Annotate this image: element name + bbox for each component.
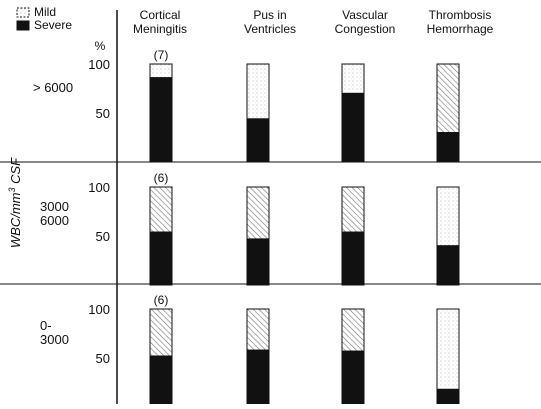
bar-severe-p1-c2 <box>246 118 270 163</box>
legend-swatch-mild <box>16 7 30 18</box>
group-label-2-line1: 3000 <box>40 199 69 214</box>
bar-severe-p1-c4 <box>436 132 460 163</box>
bar-severe-p1-c3 <box>341 92 365 163</box>
bar-mild-p1-c1 <box>149 63 173 79</box>
bar-severe-p3-c2 <box>246 349 270 408</box>
y-tick-50: 50 <box>96 106 110 121</box>
bar-severe-p2-c2 <box>246 238 270 286</box>
bar-mild-p2-c3 <box>341 186 365 233</box>
category-label-1-line1: Cortical <box>140 8 181 22</box>
group-label-2-line2: 6000 <box>40 213 69 228</box>
bar-mild-p3-c1 <box>149 308 173 357</box>
bar-mild-p2-c1 <box>149 186 173 233</box>
category-label-2-line1: Pus in <box>253 8 286 22</box>
y-axis-title-sup: 3 <box>7 188 17 193</box>
n-label-1: (7) <box>154 48 169 62</box>
y-tick-100: 100 <box>88 302 110 317</box>
panel-3: 100 50 0-3000 (6) <box>40 293 460 408</box>
group-label-3-line1: 0- <box>40 318 52 333</box>
bar-mild-p1-c4 <box>436 63 460 134</box>
category-label-3-line1: Vascular <box>342 8 388 22</box>
group-label-3-line2: 3000 <box>40 332 69 347</box>
bar-mild-p3-c4 <box>436 308 460 390</box>
n-label-3: (6) <box>154 293 169 307</box>
y-tick-100: 100 <box>88 57 110 72</box>
legend-swatch-severe <box>16 20 30 31</box>
bar-severe-p2-c1 <box>149 231 173 286</box>
bar-mild-p3-c3 <box>341 308 365 352</box>
bar-mild-p1-c3 <box>341 63 365 94</box>
bar-severe-p3-c1 <box>149 355 173 408</box>
y-tick-100: 100 <box>88 180 110 195</box>
y-axis-title-tail: CSF <box>8 157 23 188</box>
y-axis-title: WBC/mm3 CSF <box>7 157 23 248</box>
y-tick-50: 50 <box>96 351 110 366</box>
panel-1: 100 50 > 6000 (7) <box>33 48 460 163</box>
legend-label-mild: Mild <box>34 5 56 19</box>
category-label-2-line2: Ventricles <box>244 22 296 36</box>
bar-mild-p3-c2 <box>246 308 270 351</box>
category-label-1-line2: Meningitis <box>133 22 187 36</box>
bar-mild-p2-c4 <box>436 186 460 247</box>
bar-mild-p1-c2 <box>246 63 270 120</box>
bar-severe-p1-c1 <box>149 77 173 163</box>
bar-severe-p3-c4 <box>436 388 460 408</box>
category-label-4-line1: Thrombosis <box>429 8 492 22</box>
group-label-1-line1: > 6000 <box>33 80 73 95</box>
bar-severe-p2-c3 <box>341 231 365 286</box>
y-tick-50: 50 <box>96 229 110 244</box>
y-unit-label: % <box>95 39 106 53</box>
n-label-2: (6) <box>154 171 169 185</box>
bar-severe-p3-c3 <box>341 350 365 408</box>
category-label-3-line2: Congestion <box>335 22 396 36</box>
category-label-4-line2: Hemorrhage <box>427 22 494 36</box>
y-axis-title-main: WBC/mm <box>8 192 23 248</box>
bar-mild-p2-c2 <box>246 186 270 240</box>
bar-severe-p2-c4 <box>436 245 460 286</box>
legend-label-severe: Severe <box>34 18 72 32</box>
